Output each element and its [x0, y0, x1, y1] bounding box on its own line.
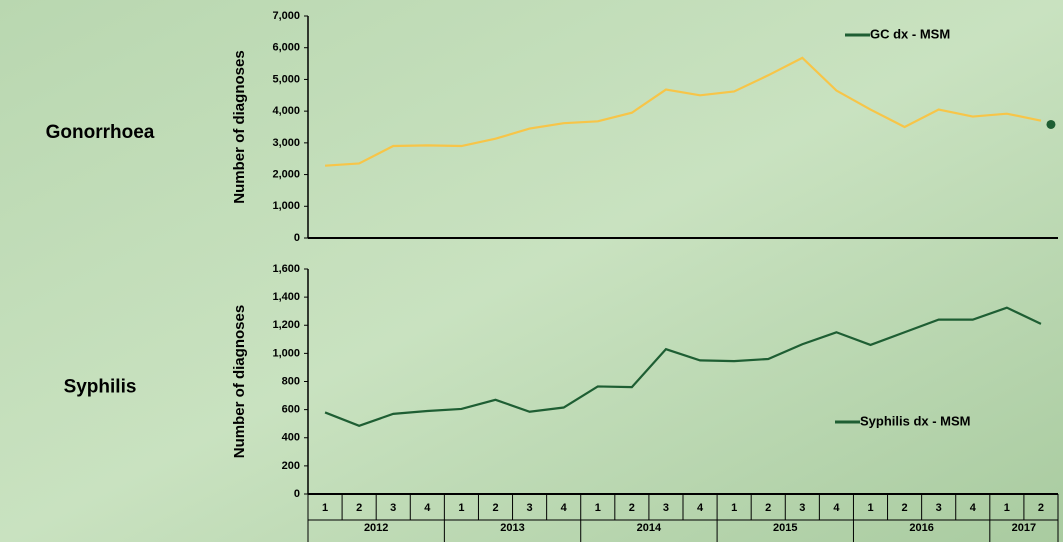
x-tick-label: 4: [561, 502, 568, 514]
y-tick-label: 6,000: [272, 42, 300, 54]
legend-label: Syphilis dx - MSM: [860, 413, 971, 428]
y-tick-label: 600: [282, 404, 300, 416]
x-tick-label: 4: [970, 502, 977, 514]
x-group-label: 2016: [909, 522, 933, 534]
x-tick-label: 2: [1038, 502, 1044, 514]
x-group-label: 2017: [1012, 522, 1036, 534]
chart: Gonorrhoea Number of diagnoses 0 1,000 2,000…: [0, 0, 1063, 542]
y-tick-label: 1,400: [272, 291, 300, 303]
x-tick-label: 2: [765, 502, 771, 514]
x-tick-label: 1: [867, 502, 873, 514]
x-group-label: 2013: [500, 522, 524, 534]
x-group-label: 2015: [773, 522, 797, 534]
y-tick-label: 800: [282, 375, 300, 387]
y-tick-label: 400: [282, 432, 300, 444]
y-tick-label: 0: [294, 232, 300, 244]
x-group-label: 2014: [637, 522, 662, 534]
x-tick-label: 1: [731, 502, 737, 514]
y-tick-label: 0: [294, 488, 300, 500]
y-tick-label: 4,000: [272, 105, 300, 117]
x-tick-label: 2: [629, 502, 635, 514]
x-tick-label: 1: [595, 502, 601, 514]
x-group-label: 2012: [364, 522, 388, 534]
x-tick-label: 2: [902, 502, 908, 514]
y-tick-label: 1,000: [272, 347, 300, 359]
x-tick-label: 1: [458, 502, 464, 514]
x-tick-label: 3: [663, 502, 669, 514]
x-tick-label: 2: [356, 502, 362, 514]
page: {"chart_data":[ {"type":"line","row_labe…: [0, 0, 1063, 542]
y-tick-label: 200: [282, 460, 300, 472]
y-tick-label: 7,000: [272, 10, 300, 22]
background: [0, 0, 1063, 542]
y-tick-label: 1,600: [272, 263, 300, 275]
y-tick-label: 1,000: [272, 200, 300, 212]
legend-label: GC dx - MSM: [870, 26, 950, 41]
y-tick-label: 1,200: [272, 319, 300, 331]
x-tick-label: 4: [697, 502, 704, 514]
x-tick-label: 1: [1004, 502, 1010, 514]
x-tick-label: 4: [424, 502, 431, 514]
row-label: Gonorrhoea: [46, 122, 155, 143]
x-tick-label: 1: [322, 502, 328, 514]
y-tick-label: 3,000: [272, 137, 300, 149]
row-label: Syphilis: [64, 377, 137, 398]
x-tick-label: 3: [799, 502, 805, 514]
y-tick-label: 5,000: [272, 73, 300, 85]
x-tick-label: 3: [936, 502, 942, 514]
point: [1046, 120, 1055, 129]
y-tick-label: 2,000: [272, 168, 300, 180]
y-axis-label: Number of diagnoses: [231, 305, 248, 458]
x-tick-label: 2: [492, 502, 498, 514]
y-axis-label: Number of diagnoses: [231, 50, 248, 203]
x-tick-label: 4: [833, 502, 840, 514]
x-tick-label: 3: [390, 502, 396, 514]
x-tick-label: 3: [527, 502, 533, 514]
